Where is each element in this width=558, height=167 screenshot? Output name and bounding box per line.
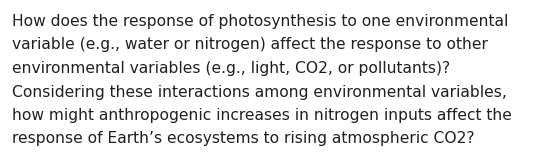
Text: variable (e.g., water or nitrogen) affect the response to other: variable (e.g., water or nitrogen) affec… xyxy=(12,38,488,52)
Text: How does the response of photosynthesis to one environmental: How does the response of photosynthesis … xyxy=(12,14,508,29)
Text: how might anthropogenic increases in nitrogen inputs affect the: how might anthropogenic increases in nit… xyxy=(12,108,512,123)
Text: environmental variables (e.g., light, CO2, or pollutants)?: environmental variables (e.g., light, CO… xyxy=(12,61,450,76)
Text: response of Earth’s ecosystems to rising atmospheric CO2?: response of Earth’s ecosystems to rising… xyxy=(12,131,475,146)
Text: Considering these interactions among environmental variables,: Considering these interactions among env… xyxy=(12,85,507,100)
